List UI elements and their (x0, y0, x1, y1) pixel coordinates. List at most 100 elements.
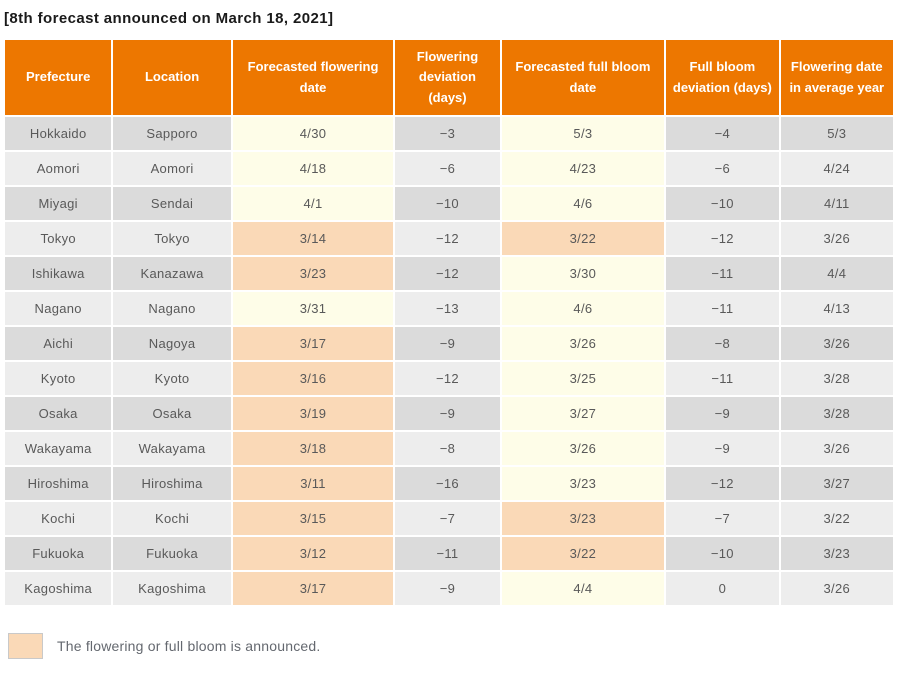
table-row: Nagano Nagano 3/31 −13 4/6 −11 4/13 (5, 292, 893, 325)
prefecture-cell: Osaka (5, 397, 112, 430)
prefecture-cell: Hiroshima (5, 467, 112, 500)
page-title: [8th forecast announced on March 18, 202… (4, 10, 334, 27)
flowering-deviation-cell: −11 (395, 537, 500, 570)
average-year-date-cell: 4/11 (780, 187, 893, 220)
column-header-full-bloom-deviation-days: Full bloom deviation (days) (666, 40, 779, 115)
column-header-location: Location (113, 40, 231, 115)
announced-color-swatch (8, 633, 43, 659)
flowering-date-cell: 3/14 (232, 222, 394, 255)
table-header-row: Prefecture Location Forecasted flowering d… (5, 40, 893, 115)
location-cell: Sapporo (113, 117, 231, 150)
average-year-date-cell: 3/26 (780, 572, 893, 605)
full-bloom-date-cell: 3/23 (501, 502, 665, 535)
full-bloom-date-cell: 3/27 (501, 397, 665, 430)
flowering-deviation-cell: −12 (395, 222, 500, 255)
flowering-date-cell: 3/17 (232, 572, 394, 605)
location-cell: Tokyo (113, 222, 231, 255)
average-year-date-cell: 3/28 (780, 397, 893, 430)
flowering-deviation-cell: −9 (395, 572, 500, 605)
location-cell: Nagoya (113, 327, 231, 360)
location-cell: Kagoshima (113, 572, 231, 605)
full-bloom-deviation-cell: −8 (666, 327, 779, 360)
full-bloom-deviation-cell: −7 (666, 502, 779, 535)
full-bloom-deviation-cell: −9 (666, 432, 779, 465)
table-row: Wakayama Wakayama 3/18 −8 3/26 −9 3/26 (5, 432, 893, 465)
location-cell: Sendai (113, 187, 231, 220)
average-year-date-cell: 4/4 (780, 257, 893, 290)
location-cell: Nagano (113, 292, 231, 325)
average-year-date-cell: 3/28 (780, 362, 893, 395)
average-year-date-cell: 4/24 (780, 152, 893, 185)
flowering-deviation-cell: −13 (395, 292, 500, 325)
flowering-date-cell: 4/30 (232, 117, 394, 150)
page: [8th forecast announced on March 18, 202… (4, 10, 897, 659)
table-row: Osaka Osaka 3/19 −9 3/27 −9 3/28 (5, 397, 893, 430)
flowering-date-cell: 3/11 (232, 467, 394, 500)
prefecture-cell: Kagoshima (5, 572, 112, 605)
average-year-date-cell: 3/26 (780, 327, 893, 360)
location-cell: Aomori (113, 152, 231, 185)
table-row: Ishikawa Kanazawa 3/23 −12 3/30 −11 4/4 (5, 257, 893, 290)
flowering-deviation-cell: −7 (395, 502, 500, 535)
full-bloom-date-cell: 3/22 (501, 537, 665, 570)
column-header-forecasted-flowering-date: Forecasted flowering date (232, 40, 394, 115)
flowering-deviation-cell: −9 (395, 327, 500, 360)
table-row: Tokyo Tokyo 3/14 −12 3/22 −12 3/26 (5, 222, 893, 255)
full-bloom-deviation-cell: −12 (666, 222, 779, 255)
full-bloom-date-cell: 3/23 (501, 467, 665, 500)
full-bloom-deviation-cell: −11 (666, 292, 779, 325)
flowering-date-cell: 3/15 (232, 502, 394, 535)
full-bloom-deviation-cell: 0 (666, 572, 779, 605)
flowering-deviation-cell: −10 (395, 187, 500, 220)
location-cell: Kyoto (113, 362, 231, 395)
prefecture-cell: Nagano (5, 292, 112, 325)
flowering-date-cell: 3/19 (232, 397, 394, 430)
average-year-date-cell: 3/26 (780, 222, 893, 255)
table-row: Kagoshima Kagoshima 3/17 −9 4/4 0 3/26 (5, 572, 893, 605)
flowering-deviation-cell: −12 (395, 257, 500, 290)
average-year-date-cell: 5/3 (780, 117, 893, 150)
full-bloom-date-cell: 4/4 (501, 572, 665, 605)
flowering-date-cell: 3/18 (232, 432, 394, 465)
average-year-date-cell: 4/13 (780, 292, 893, 325)
prefecture-cell: Aomori (5, 152, 112, 185)
flowering-deviation-cell: −3 (395, 117, 500, 150)
prefecture-cell: Tokyo (5, 222, 112, 255)
table-row: Fukuoka Fukuoka 3/12 −11 3/22 −10 3/23 (5, 537, 893, 570)
full-bloom-deviation-cell: −11 (666, 362, 779, 395)
prefecture-cell: Wakayama (5, 432, 112, 465)
location-cell: Fukuoka (113, 537, 231, 570)
full-bloom-deviation-cell: −12 (666, 467, 779, 500)
flowering-date-cell: 3/23 (232, 257, 394, 290)
flowering-date-cell: 3/12 (232, 537, 394, 570)
full-bloom-date-cell: 3/30 (501, 257, 665, 290)
flowering-deviation-cell: −16 (395, 467, 500, 500)
table-row: Miyagi Sendai 4/1 −10 4/6 −10 4/11 (5, 187, 893, 220)
flowering-deviation-cell: −6 (395, 152, 500, 185)
full-bloom-deviation-cell: −4 (666, 117, 779, 150)
column-header-prefecture: Prefecture (5, 40, 112, 115)
full-bloom-date-cell: 5/3 (501, 117, 665, 150)
prefecture-cell: Miyagi (5, 187, 112, 220)
average-year-date-cell: 3/23 (780, 537, 893, 570)
full-bloom-deviation-cell: −10 (666, 187, 779, 220)
location-cell: Wakayama (113, 432, 231, 465)
table-row: Hiroshima Hiroshima 3/11 −16 3/23 −12 3/27 (5, 467, 893, 500)
full-bloom-date-cell: 3/22 (501, 222, 665, 255)
full-bloom-date-cell: 4/6 (501, 292, 665, 325)
average-year-date-cell: 3/26 (780, 432, 893, 465)
location-cell: Osaka (113, 397, 231, 430)
prefecture-cell: Kochi (5, 502, 112, 535)
column-header-flowering-deviation-days: Flowering deviation (days) (395, 40, 500, 115)
location-cell: Kochi (113, 502, 231, 535)
full-bloom-deviation-cell: −6 (666, 152, 779, 185)
legend: The flowering or full bloom is announced… (8, 633, 897, 659)
table-row: Hokkaido Sapporo 4/30 −3 5/3 −4 5/3 (5, 117, 893, 150)
table-row: Kochi Kochi 3/15 −7 3/23 −7 3/22 (5, 502, 893, 535)
full-bloom-date-cell: 4/23 (501, 152, 665, 185)
full-bloom-deviation-cell: −10 (666, 537, 779, 570)
flowering-date-cell: 3/16 (232, 362, 394, 395)
flowering-deviation-cell: −9 (395, 397, 500, 430)
flowering-date-cell: 3/31 (232, 292, 394, 325)
location-cell: Hiroshima (113, 467, 231, 500)
